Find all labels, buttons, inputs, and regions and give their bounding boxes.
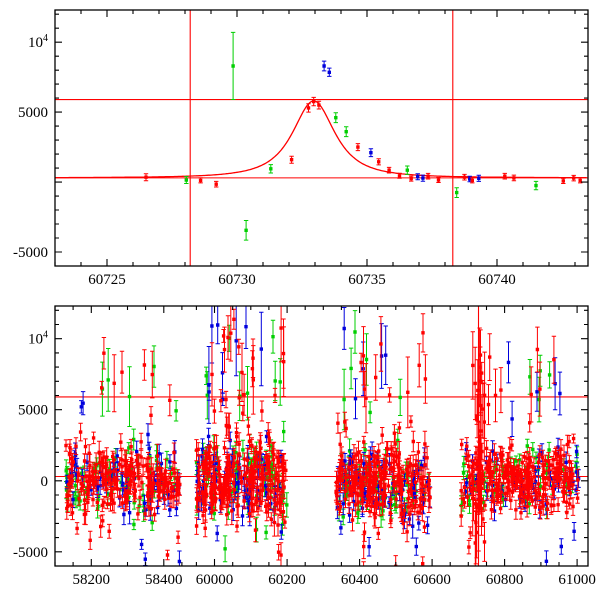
x-tick-label: 60740 <box>478 272 516 288</box>
y-tick-label: 5000 <box>18 403 48 419</box>
x-tick-label: 60000 <box>196 572 234 588</box>
x-tick-label: 60600 <box>413 572 451 588</box>
full-panel: 58200 58400 60000 60200 60400 60600 60800 61000… <box>13 305 596 588</box>
x-tick-label: 60400 <box>341 572 379 588</box>
x-tick-label: 58400 <box>145 572 183 588</box>
red-noise-errorbars <box>63 306 580 566</box>
red-noise-points <box>64 317 580 566</box>
axis-box <box>54 9 589 267</box>
full-panel-data <box>55 306 588 566</box>
zoom-panel: 60725 60730 60735 60740 104 5000 -5000 <box>13 9 589 288</box>
y-tick-label: -5000 <box>13 245 48 261</box>
red-errorbars <box>143 96 583 188</box>
axis-ticks <box>54 10 588 267</box>
model-fit-curve <box>55 100 587 179</box>
y-tick-label: 0 <box>41 474 49 490</box>
y-tick-label: 104 <box>28 33 48 51</box>
x-tick-label: 60725 <box>88 272 126 288</box>
x-tick-label: 60735 <box>348 272 386 288</box>
x-tick-label: 60200 <box>268 572 306 588</box>
zoom-panel-data <box>55 10 588 266</box>
axis-box <box>54 305 589 567</box>
green-errorbars <box>184 31 539 241</box>
y-tick-label: -5000 <box>13 545 48 561</box>
x-tick-label: 60730 <box>218 272 256 288</box>
red-points <box>144 99 582 186</box>
x-tick-label: 60800 <box>486 572 524 588</box>
y-tick-label: 5000 <box>18 105 48 121</box>
green-points <box>184 64 538 232</box>
y-tick-label: 104 <box>28 330 48 348</box>
axis-ticks <box>54 306 588 567</box>
x-tick-label: 58200 <box>73 572 111 588</box>
blue-points <box>322 64 481 181</box>
blue-errorbars <box>321 60 481 183</box>
x-tick-label: 61000 <box>558 572 596 588</box>
